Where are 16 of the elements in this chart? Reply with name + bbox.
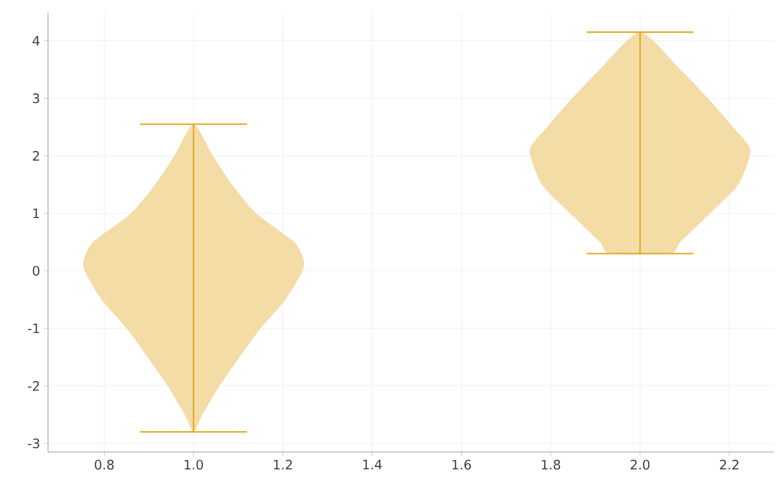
x-tick-label: 1.2 bbox=[274, 460, 292, 470]
y-tick-label: 3 bbox=[32, 93, 40, 104]
y-tick-label: -1 bbox=[28, 324, 40, 334]
y-tick-label: 1 bbox=[33, 208, 40, 218]
y-tick-label: 4 bbox=[32, 36, 40, 46]
y-tick-label: 2 bbox=[32, 150, 39, 161]
x-tick-label: 2.2 bbox=[720, 460, 738, 470]
y-tick-label: -2 bbox=[28, 381, 39, 391]
x-tick-label: 1.4 bbox=[363, 460, 382, 470]
y-tick-label: -3 bbox=[28, 438, 40, 448]
x-tick-label: 1.6 bbox=[452, 460, 471, 470]
x-tick-label: 1.0 bbox=[184, 460, 203, 470]
x-tick-label: 0.8 bbox=[94, 460, 114, 470]
y-tick-label: 0 bbox=[32, 266, 40, 276]
x-tick-label: 1.8 bbox=[542, 460, 560, 470]
x-tick-label: 2.0 bbox=[630, 460, 650, 470]
